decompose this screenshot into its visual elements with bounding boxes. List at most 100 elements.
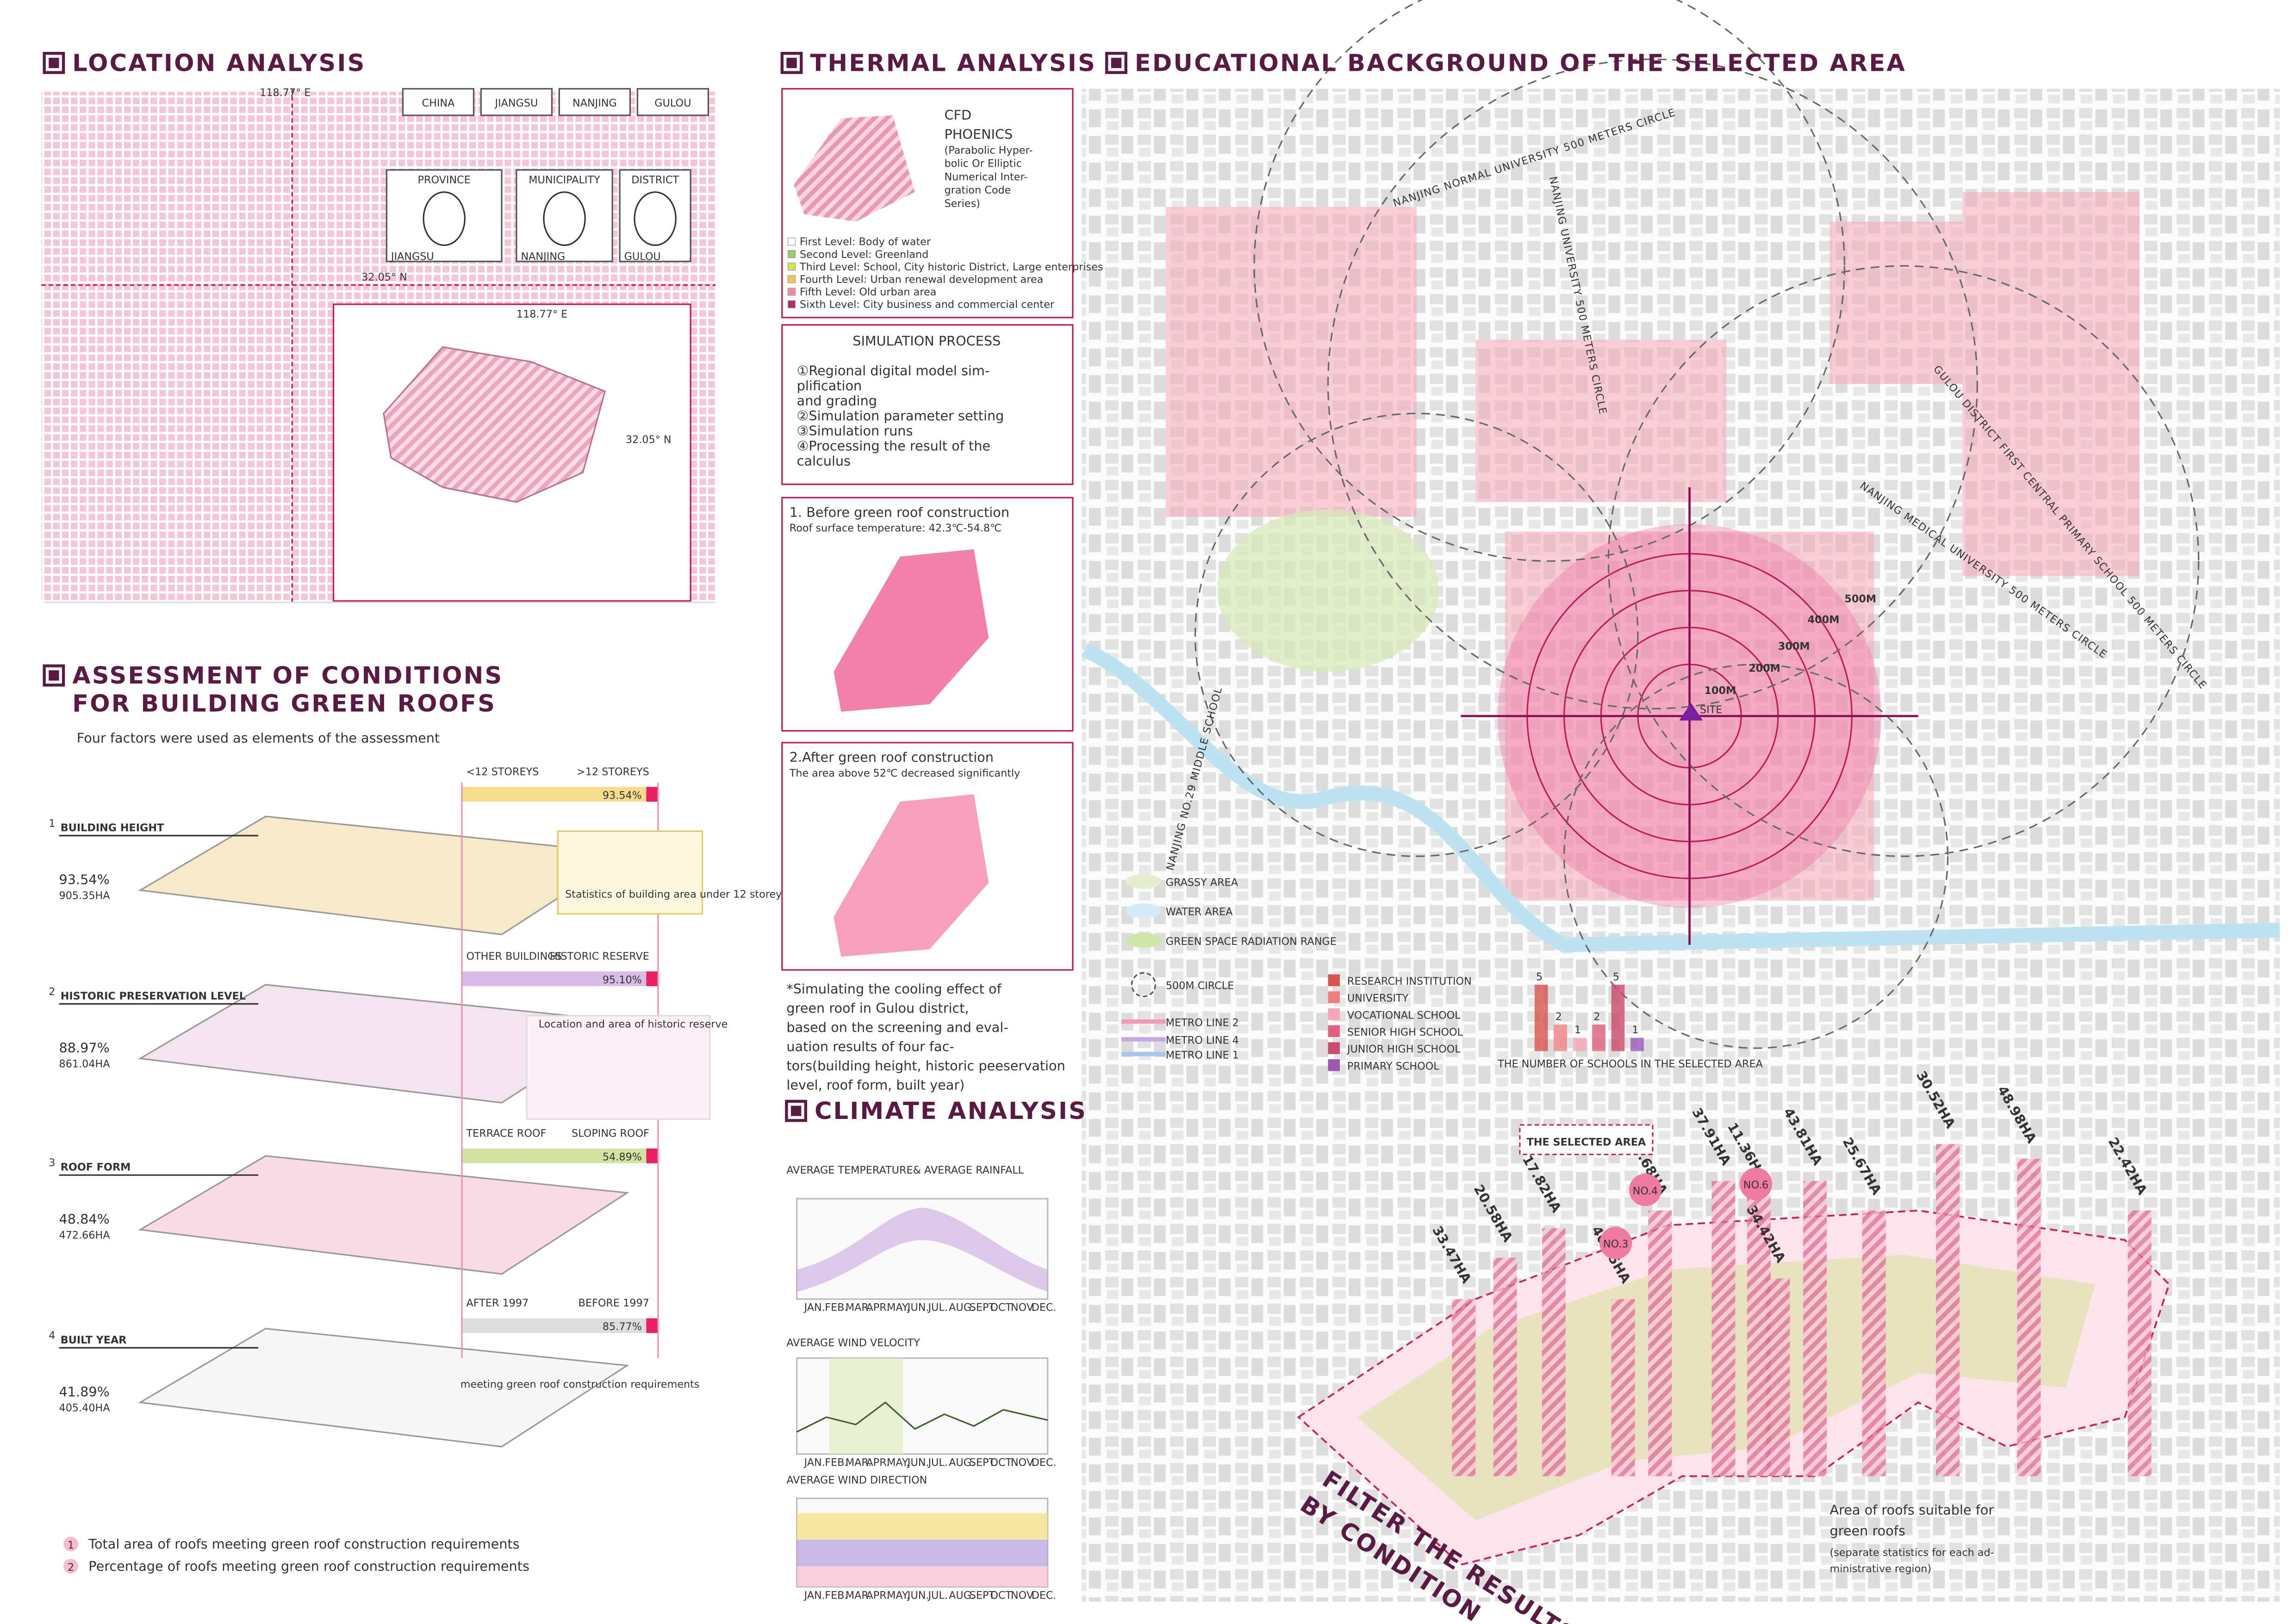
text: NO.3: [1603, 1238, 1629, 1250]
text: NO.6: [1743, 1179, 1769, 1191]
text: CLIMATE ANALYSIS: [815, 1098, 1087, 1125]
china: [383, 346, 606, 503]
text: BUILT YEAR: [61, 1334, 127, 1346]
shape: [49, 670, 59, 681]
text: Location and area of historic reserve: [539, 1018, 728, 1030]
zone-marker: [1740, 1168, 1773, 1200]
velocity: [796, 1401, 1048, 1433]
text: JAN.: [803, 1589, 825, 1601]
text: Third Level: School, City historic Distr…: [799, 261, 1103, 273]
text: AUG.: [949, 1456, 975, 1468]
text: bolic Or Elliptic: [945, 158, 1022, 170]
text: uation results of four fac-: [786, 1039, 954, 1055]
shape: [1611, 1299, 1635, 1476]
text: ④Processing the result of the: [797, 438, 990, 454]
bar: [1630, 1037, 1644, 1051]
text: First Level: Body of water: [800, 236, 931, 248]
text: DEC.: [1032, 1589, 1057, 1601]
text: MAY.: [887, 1302, 909, 1314]
shape: [1766, 1278, 1790, 1476]
text: based on the screening and eval-: [786, 1019, 1008, 1035]
shape: [1862, 1210, 1886, 1476]
legend-swatch: [1126, 933, 1162, 948]
shape: [1803, 1181, 1827, 1476]
text: 905.35HA: [59, 890, 111, 902]
bar: [1592, 1024, 1605, 1051]
text: GULOU: [654, 97, 691, 109]
heat-map: [834, 549, 989, 712]
text: APR.: [866, 1302, 890, 1314]
text: AUG.: [949, 1589, 975, 1601]
text: JIANGSU: [494, 97, 538, 109]
text: 1. Before green roof construction: [790, 504, 1009, 520]
shape: [1328, 974, 1340, 987]
text: Sixth Level: City business and commercia…: [800, 299, 1055, 311]
text: green roof in Gulou district,: [786, 1000, 969, 1016]
layer: [138, 1328, 629, 1448]
text: Second Level: Greenland: [800, 249, 928, 261]
text: NOV.: [1011, 1589, 1035, 1601]
district: [794, 115, 915, 222]
layer: [138, 1155, 629, 1275]
text: OCT.: [990, 1456, 1014, 1468]
region: [423, 191, 466, 246]
shape: [1962, 192, 2140, 576]
text: plification: [797, 378, 862, 394]
text: MAR.: [846, 1589, 871, 1601]
text: METRO LINE 4: [1166, 1035, 1239, 1047]
text: GRASSY AREA: [1166, 876, 1238, 888]
text: SLOPING ROOF: [572, 1127, 649, 1139]
text: PHOENICS: [945, 126, 1013, 142]
text: METRO LINE 1: [1166, 1049, 1239, 1061]
shape: [1936, 1144, 1960, 1476]
shape: [787, 275, 796, 283]
shape: [526, 1015, 711, 1120]
text: 2.After green roof construction: [790, 750, 994, 765]
shape: [558, 88, 631, 116]
text: 1: [49, 818, 55, 830]
zone-marker: [1599, 1226, 1632, 1260]
text: GULOU: [624, 251, 661, 263]
text: 472.66HA: [59, 1229, 111, 1241]
text: VOCATIONAL SCHOOL: [1347, 1009, 1461, 1021]
text: SEPT.: [970, 1302, 997, 1314]
shape: [461, 971, 647, 987]
text: 3: [49, 1157, 55, 1169]
text: ①Regional digital model sim-: [797, 362, 990, 378]
circle-500m: [1253, 0, 1845, 562]
text: 500M: [1844, 593, 1876, 605]
text: WATER AREA: [1166, 906, 1233, 918]
text: AFTER 1997: [467, 1297, 529, 1309]
text: Series): [945, 198, 980, 210]
text: (separate statistics for each ad-: [1829, 1547, 1994, 1559]
shape: [2017, 1159, 2041, 1476]
band: [796, 1207, 1048, 1292]
text: THERMAL ANALYSIS: [810, 50, 1096, 77]
text: 2: [68, 1562, 74, 1574]
text: 41.89%: [59, 1384, 110, 1400]
text: 2: [1555, 1011, 1562, 1023]
text: 95.10%: [603, 974, 642, 986]
text: CHINA: [422, 97, 455, 109]
text: tors(building height, historic peeservat…: [786, 1058, 1065, 1074]
text: Area of roofs suitable for: [1829, 1502, 1994, 1518]
legend-swatch: [1126, 874, 1162, 889]
text: The area above 52℃ decreased significant…: [789, 767, 1020, 779]
text: JUN.: [907, 1589, 929, 1601]
text: RESEARCH INSTITUTION: [1347, 975, 1472, 987]
text: PROVINCE: [418, 174, 471, 186]
text: MAY.: [887, 1456, 909, 1468]
shape: [461, 1148, 647, 1163]
text: AUG.: [949, 1302, 975, 1314]
text: SEPT.: [970, 1456, 997, 1468]
text: <12 STOREYS: [467, 766, 539, 778]
text: JUN.: [907, 1456, 929, 1468]
shape: [796, 1513, 1048, 1540]
shape: [1328, 1042, 1340, 1054]
river: [1081, 643, 2280, 952]
text: NANJING: [521, 251, 565, 263]
text: 300M: [1778, 640, 1810, 652]
shape: [1475, 339, 1727, 502]
text: NOV.: [1011, 1456, 1035, 1468]
text: HISTORIC RESERVE: [550, 950, 649, 962]
